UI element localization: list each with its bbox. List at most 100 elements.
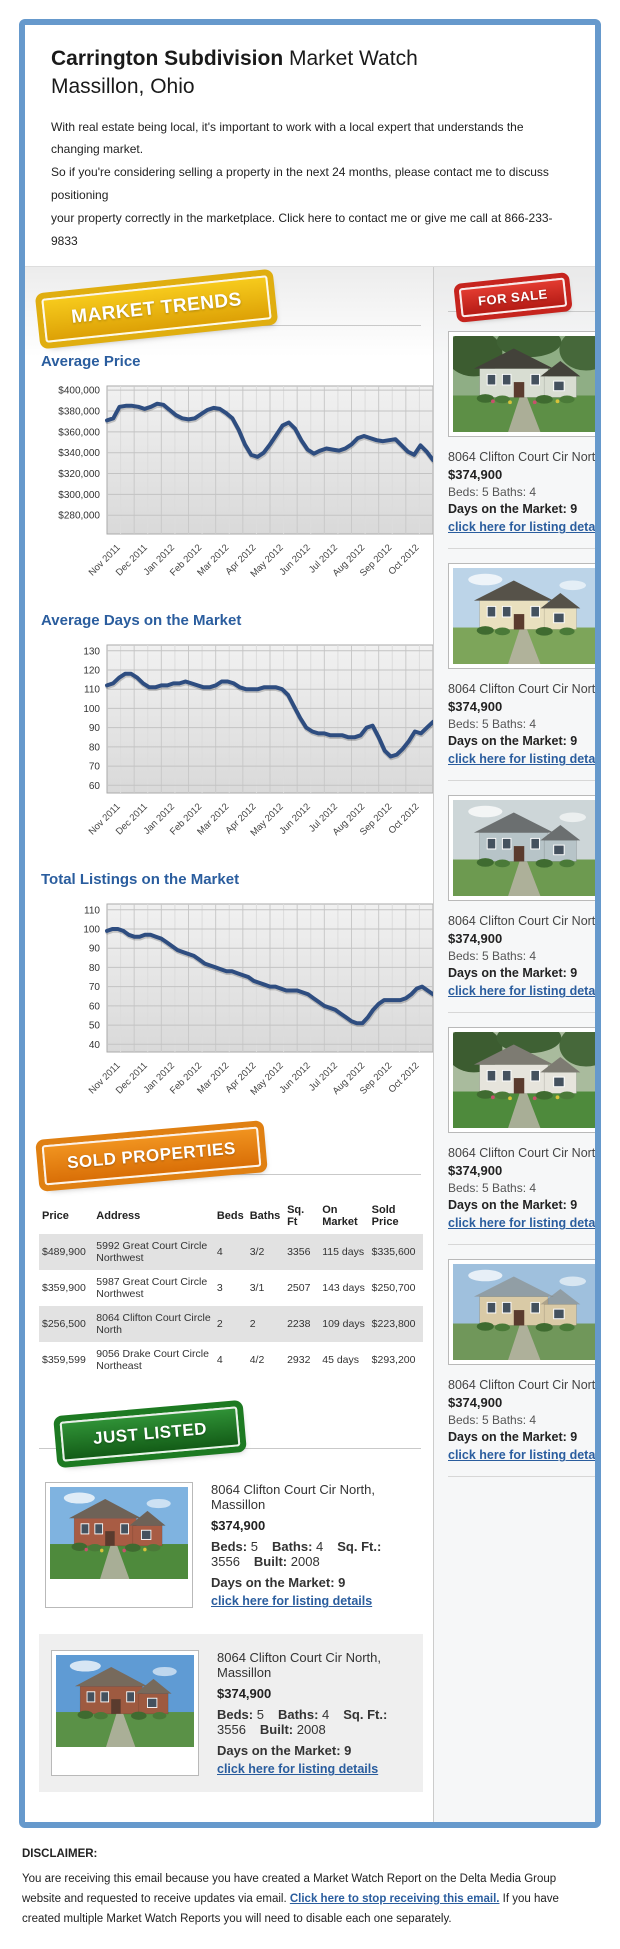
just-listed-card: 8064 Clifton Court Cir North, Massillon $… xyxy=(39,1634,423,1793)
sold-properties-badge: SOLD PROPERTIES xyxy=(41,1127,262,1186)
svg-text:120: 120 xyxy=(83,666,100,677)
sold-table-cell: 115 days xyxy=(319,1234,369,1271)
for-sale-listing: 8064 Clifton Court Cir North $374,900 Beds… xyxy=(448,1027,601,1246)
svg-text:60: 60 xyxy=(89,1002,101,1013)
sold-table-cell: $256,500 xyxy=(39,1306,94,1343)
house-photo-image xyxy=(453,800,595,897)
header: Carrington Subdivision Market Watch Mass… xyxy=(25,25,595,267)
listing-price: $374,900 xyxy=(448,931,503,947)
listing-photo[interactable] xyxy=(448,1027,595,1134)
intro-paragraph: With real estate being local, it's impor… xyxy=(51,119,553,248)
listing-photo[interactable] xyxy=(448,1259,595,1366)
svg-text:110: 110 xyxy=(84,685,100,696)
listing-address: 8064 Clifton Court Cir North xyxy=(448,1378,601,1393)
house-photo-image xyxy=(453,568,595,665)
sold-table-cell: 4 xyxy=(216,1354,223,1367)
listing-details-link[interactable]: click here for listing details xyxy=(448,752,601,767)
listing-details-link[interactable]: click here for listing details xyxy=(217,1762,379,1777)
sold-table-column-header: Sold Price xyxy=(371,1204,399,1229)
listing-details-link[interactable]: click here for listing details xyxy=(448,984,601,999)
listing-photo[interactable] xyxy=(51,1650,199,1777)
svg-text:$320,000: $320,000 xyxy=(58,470,100,481)
for-sale-sidebar: FOR SALE 8064 Clifton Court Cir North $37… xyxy=(433,267,601,1823)
listing-divider xyxy=(448,1012,595,1014)
just-listed-section-head: JUST LISTED xyxy=(39,1404,423,1470)
market-trends-section-head: MARKET TRENDS xyxy=(39,275,423,347)
listing-address: 8064 Clifton Court Cir North, Massillon xyxy=(217,1650,382,1681)
sold-table-row: $256,500 8064 Clifton Court Circle North 2… xyxy=(39,1306,423,1343)
listing-photo[interactable] xyxy=(448,563,595,670)
listing-price: $374,900 xyxy=(211,1518,266,1534)
listing-specs: Beds: 5 Baths: 4 Sq. Ft.: 3556 Built: 2008 xyxy=(217,1707,411,1737)
listing-divider xyxy=(448,548,595,550)
listing-days-on-market: Days on the Market: 9 xyxy=(448,734,578,749)
listing-photo[interactable] xyxy=(448,795,595,902)
for-sale-section-head: FOR SALE xyxy=(448,278,595,331)
disclaimer-text: You are receiving this email because you… xyxy=(22,1869,598,1929)
sold-table-cell: $489,900 xyxy=(39,1234,94,1271)
svg-text:$300,000: $300,000 xyxy=(58,490,100,501)
svg-text:70: 70 xyxy=(89,983,101,994)
listing-details-link[interactable]: click here for listing details xyxy=(448,1448,601,1463)
just-listed-list: 8064 Clifton Court Cir North, Massillon $… xyxy=(39,1470,423,1793)
chart-title-days-on-market: Average Days on the Market xyxy=(41,612,242,630)
listing-days-on-market: Days on the Market: 9 xyxy=(448,1430,578,1445)
svg-text:$340,000: $340,000 xyxy=(58,449,100,460)
main-column: MARKET TRENDS Average Price $400,000 $380… xyxy=(25,267,436,1823)
listing-photo[interactable] xyxy=(45,1482,193,1609)
svg-text:130: 130 xyxy=(83,647,100,658)
sold-table-header: Price Address Beds Baths Sq. Ft On Market Sold… xyxy=(39,1198,423,1234)
average-price-chart-block: Average Price $400,000 $380,000 $360,000 $3… xyxy=(39,353,436,604)
listing-spec: Built: 2008 xyxy=(253,1554,320,1570)
for-sale-listing: 8064 Clifton Court Cir North $374,900 Beds… xyxy=(448,795,601,1014)
listing-details-link[interactable]: click here for listing details xyxy=(211,1594,373,1609)
for-sale-listing: 8064 Clifton Court Cir North $374,900 Beds… xyxy=(448,1259,601,1478)
svg-text:$400,000: $400,000 xyxy=(58,386,100,397)
svg-text:80: 80 xyxy=(89,963,101,974)
sold-table-cell: 2238 xyxy=(284,1306,320,1343)
sold-table-cell: 109 days xyxy=(319,1306,369,1343)
listing-details-link[interactable]: click here for listing details xyxy=(448,520,601,535)
sold-table-cell: 3 xyxy=(216,1282,223,1295)
house-photo-image xyxy=(453,1264,595,1361)
svg-text:$280,000: $280,000 xyxy=(58,511,100,522)
sold-table-cell: 2 xyxy=(246,1306,285,1343)
svg-text:$360,000: $360,000 xyxy=(58,428,100,439)
listing-price: $374,900 xyxy=(217,1686,272,1702)
listing-spec: Beds: 5 xyxy=(217,1707,264,1723)
listing-divider xyxy=(448,1476,595,1478)
sold-table-cell: 2932 xyxy=(287,1354,311,1367)
just-listed-badge: JUST LISTED xyxy=(59,1406,241,1463)
disclaimer: DISCLAIMER: You are receiving this email… xyxy=(0,1828,620,1949)
svg-text:90: 90 xyxy=(89,724,101,735)
content-columns: MARKET TRENDS Average Price $400,000 $380… xyxy=(25,266,595,1823)
sold-table-cell: 2 xyxy=(213,1306,247,1343)
average-price-chart: $400,000 $380,000 $360,000 $340,000 $320,000… xyxy=(58,385,436,580)
unsubscribe-link[interactable]: Click here to stop receiving this email. xyxy=(289,1892,500,1905)
market-trends-badge: MARKET TRENDS xyxy=(41,275,272,344)
section-divider xyxy=(39,325,421,327)
listing-address: 8064 Clifton Court Cir North xyxy=(448,450,601,465)
svg-text:$380,000: $380,000 xyxy=(58,407,100,418)
svg-text:90: 90 xyxy=(89,944,101,955)
sold-properties-table: Price Address Beds Baths Sq. Ft On Market Sold… xyxy=(39,1198,423,1378)
listing-photo[interactable] xyxy=(448,331,595,438)
listing-spec: Built: 2008 xyxy=(259,1722,326,1738)
svg-text:50: 50 xyxy=(89,1021,101,1032)
section-divider xyxy=(39,1174,421,1176)
sold-table-cell: 45 days xyxy=(322,1354,360,1367)
svg-text:70: 70 xyxy=(89,762,101,773)
sold-table-cell: 4/2 xyxy=(249,1354,265,1367)
just-listed-card: 8064 Clifton Court Cir North, Massillon $… xyxy=(39,1470,423,1620)
chart-title-total-listings: Total Listings on the Market xyxy=(41,871,240,889)
listing-address: 8064 Clifton Court Cir North, Massillon xyxy=(211,1482,376,1513)
total-listings-chart-block: Total Listings on the Market 110 100 90 80 7… xyxy=(39,871,436,1122)
svg-text:110: 110 xyxy=(84,906,100,917)
listing-price: $374,900 xyxy=(448,699,503,715)
listing-spec: Baths: 4 xyxy=(271,1539,324,1555)
listing-beds-baths: Beds: 5 Baths: 4 xyxy=(448,1413,537,1428)
sold-table-cell: 3356 xyxy=(284,1234,320,1271)
listing-details-link[interactable]: click here for listing details xyxy=(448,1216,601,1231)
listing-days-on-market: Days on the Market: 9 xyxy=(448,966,578,981)
